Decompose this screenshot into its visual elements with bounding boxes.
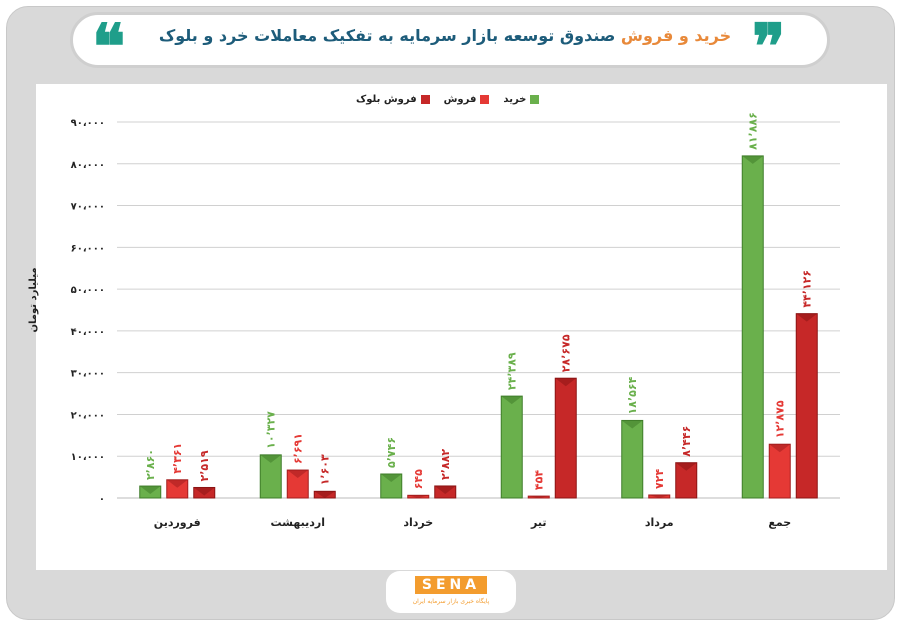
bar-cap xyxy=(407,495,429,498)
data-label: ۱۸٬۵۶۴ xyxy=(626,376,639,414)
data-label: ۱۲٬۸۷۵ xyxy=(774,400,787,438)
data-label: ۴٬۳۶۱ xyxy=(171,443,184,474)
bar-cap xyxy=(287,470,309,479)
y-tick-label: ۱۰،۰۰۰ xyxy=(71,452,105,463)
bar xyxy=(500,395,523,499)
data-label: ۶٬۶۹۱ xyxy=(292,433,305,464)
bar-cap xyxy=(796,313,818,322)
data-label: ۲٬۸۶۰ xyxy=(144,449,157,480)
data-label: ۶۴۵ xyxy=(412,469,425,489)
bar-cap xyxy=(139,486,161,495)
bar-cap xyxy=(166,479,188,488)
legend-swatch-buy xyxy=(530,95,540,104)
y-tick-label: ۴۰،۰۰۰ xyxy=(71,327,105,338)
data-label: ۲٬۵۱۹ xyxy=(198,450,211,481)
bar-cap xyxy=(648,494,670,498)
bar xyxy=(795,313,818,499)
legend-item-block: فروش بلوک xyxy=(356,94,430,105)
legend-swatch-block xyxy=(420,95,430,104)
bar-cap xyxy=(260,454,282,463)
legend-label-sell: فروش xyxy=(443,94,477,105)
bar-cap xyxy=(193,487,215,496)
bar-cap xyxy=(742,155,764,164)
data-label: ۴۴٬۱۲۶ xyxy=(801,270,814,308)
y-tick-label: ۰ xyxy=(99,494,105,505)
data-label: ۸۱٬۸۸۶ xyxy=(747,112,760,150)
x-tick-label: خرداد xyxy=(403,516,433,529)
bar-cap xyxy=(314,491,336,498)
bar-cap xyxy=(621,420,643,429)
y-tick-label: ۳۰،۰۰۰ xyxy=(71,369,105,380)
y-tick-label: ۸۰،۰۰۰ xyxy=(71,160,105,171)
sena-logo: SENA xyxy=(415,576,487,594)
bar-cap xyxy=(501,396,523,405)
bar xyxy=(741,155,764,499)
bar xyxy=(621,419,644,499)
x-tick-label: فروردین xyxy=(154,516,201,529)
bar xyxy=(554,377,577,499)
data-label: ۲۴٬۳۸۹ xyxy=(506,352,519,390)
data-label: ۸٬۴۴۶ xyxy=(680,426,693,457)
x-tick-label: اردیبهشت xyxy=(271,516,325,529)
bar-cap xyxy=(555,378,577,387)
y-tick-label: ۲۰،۰۰۰ xyxy=(71,410,105,421)
bar-cap xyxy=(769,444,791,453)
title-accent: خرید و فروش xyxy=(620,26,732,45)
data-label: ۷۲۴ xyxy=(653,469,666,489)
title-banner xyxy=(70,12,830,68)
data-label: ۱۰٬۳۲۷ xyxy=(265,411,278,449)
x-tick-label: مرداد xyxy=(645,516,674,529)
data-label: ۴۵۴ xyxy=(533,470,546,490)
y-tick-label: ۵۰،۰۰۰ xyxy=(71,285,105,296)
data-label: ۲٬۸۸۲ xyxy=(439,449,452,480)
x-tick-label: جمع xyxy=(768,516,791,529)
data-label: ۱٬۶۰۳ xyxy=(319,454,332,485)
y-tick-label: ۶۰،۰۰۰ xyxy=(71,243,105,254)
quote-open-icon: ❝ xyxy=(92,10,126,83)
title-rest: صندوق توسعه بازار سرمایه به تفکیک معاملا… xyxy=(158,26,616,45)
bar xyxy=(768,443,791,499)
bar-cap xyxy=(380,473,402,482)
legend-label-buy: خرید xyxy=(503,94,527,105)
logo-subtitle: پایگاه خبری بازار سرمایه ایران xyxy=(412,598,490,605)
legend-item-sell: فروش xyxy=(444,94,490,105)
data-label: ۲۸٬۶۷۵ xyxy=(560,334,573,372)
y-tick-label: ۹۰،۰۰۰ xyxy=(71,118,105,129)
legend-label-block: فروش بلوک xyxy=(356,94,417,105)
bar-cap xyxy=(528,496,550,498)
chart-legend: خرید فروش فروش بلوک xyxy=(356,94,540,105)
x-tick-label: تیر xyxy=(530,516,546,529)
bar-cap xyxy=(434,485,456,494)
bar-cap xyxy=(675,462,697,471)
y-tick-label: ۷۰،۰۰۰ xyxy=(71,202,105,213)
quote-close-icon: ❞ xyxy=(752,10,786,83)
page-title: خرید و فروش صندوق توسعه بازار سرمایه به … xyxy=(150,26,740,45)
legend-swatch-sell xyxy=(480,95,490,104)
data-label: ۵٬۷۴۶ xyxy=(385,437,398,468)
legend-item-buy: خرید xyxy=(503,94,540,105)
